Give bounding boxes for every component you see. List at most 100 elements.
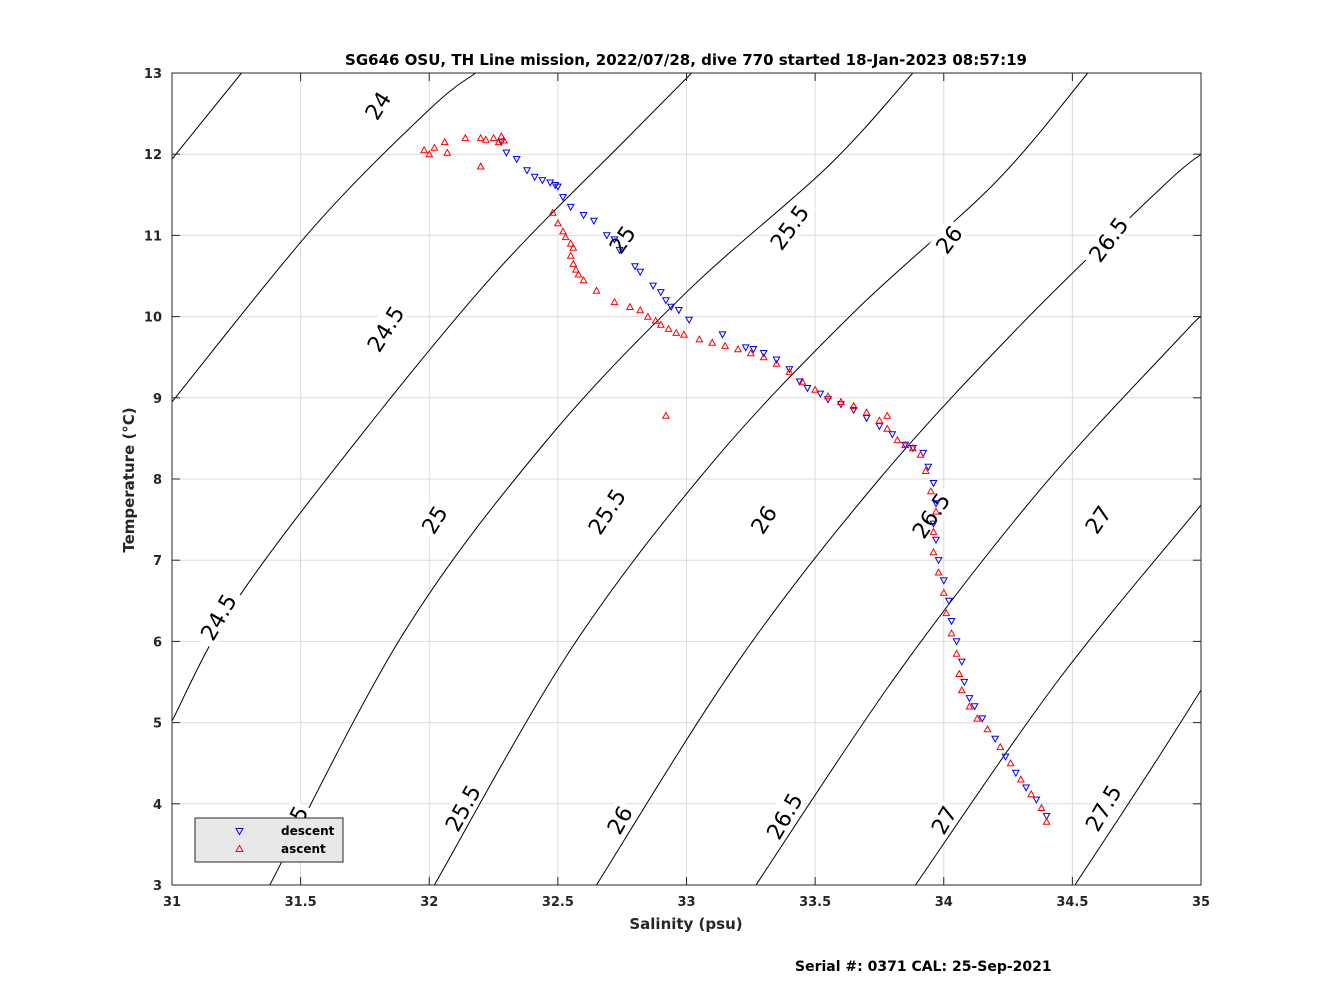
isopycnal-line-26-5 — [755, 316, 1201, 885]
ascent-point — [571, 265, 580, 273]
contour-label-knockout — [924, 798, 962, 841]
ascent-point — [656, 320, 665, 328]
y-tick-label: 11 — [144, 229, 162, 244]
ascent-point — [926, 486, 935, 495]
isopycnal-line-24-5 — [172, 73, 476, 403]
y-tick-label: 13 — [144, 67, 162, 82]
descent-point — [931, 500, 941, 508]
descent-point — [944, 597, 953, 606]
ascent-point — [849, 401, 858, 409]
y-tick-label: 3 — [153, 879, 162, 894]
ascent-point — [955, 669, 964, 677]
descent-point — [952, 638, 961, 646]
axis-ticks: 31 31.5 32 32.5 33 33.5 34 34.5 3534567891011121… — [144, 67, 1210, 910]
descent-point — [502, 149, 511, 157]
descent-point — [929, 520, 938, 528]
descent-point — [741, 344, 750, 352]
legend-ascent-marker-icon — [235, 844, 244, 852]
descent-point — [685, 316, 694, 325]
ascent-point — [636, 305, 645, 314]
descent-point — [656, 289, 665, 297]
descent-point — [579, 212, 588, 220]
y-tick-label: 9 — [153, 392, 162, 407]
y-tick-label: 8 — [153, 473, 162, 488]
contour-label-knockout — [758, 783, 809, 848]
ascent-point — [566, 239, 575, 247]
descent-point — [1032, 796, 1041, 804]
x-axis-label: Salinity (psu) — [629, 915, 742, 933]
isopycnal-line-24 — [172, 73, 242, 160]
contour-label-knockout — [1076, 775, 1128, 840]
ascent-point — [916, 450, 925, 458]
ascent-point — [592, 286, 601, 294]
ascent-point — [921, 466, 930, 474]
ascent-point — [579, 275, 588, 284]
descent-point — [538, 177, 547, 185]
ascent-point — [983, 724, 992, 733]
ascent-point — [811, 385, 820, 393]
descent-point — [649, 282, 658, 290]
descent-point — [931, 536, 941, 545]
descent-point — [1042, 812, 1051, 821]
contour-label-knockout — [1077, 498, 1117, 540]
descent-point — [785, 366, 794, 374]
descent-point — [530, 173, 539, 182]
legend-descent-marker-icon — [235, 828, 244, 836]
contour-label-knockout — [357, 84, 397, 126]
ascent-point — [569, 243, 578, 251]
isopycnal-contours — [172, 73, 1201, 885]
ascent-point — [883, 411, 892, 419]
ascent-point — [721, 341, 730, 349]
ascent-point — [1037, 803, 1046, 811]
contour-label-knockout — [928, 218, 968, 260]
ascent-point — [489, 133, 498, 142]
descent-point — [610, 236, 619, 244]
descent-point — [589, 217, 598, 226]
descent-point — [1022, 784, 1031, 792]
descent-point — [849, 406, 858, 415]
ascent-point — [934, 568, 943, 576]
ascent-point — [420, 145, 429, 154]
isopycnal-line-25-5 — [433, 73, 1089, 885]
ascent-point — [947, 629, 956, 637]
ascent-point — [569, 259, 578, 267]
descent-point — [630, 263, 640, 271]
descent-point — [970, 703, 979, 711]
ascent-point — [996, 742, 1005, 751]
ascent-point — [494, 137, 503, 146]
ascent-point — [875, 416, 884, 424]
ascent-point — [893, 435, 902, 444]
legend-ascent-label: ascent — [281, 842, 326, 856]
ascent-point — [679, 330, 688, 338]
descent-point — [674, 307, 683, 315]
legend: descent ascent — [194, 817, 344, 863]
descent-point — [661, 297, 670, 305]
ascent-point — [661, 411, 670, 419]
ascent-point — [929, 547, 938, 556]
chart-title: SG646 OSU, TH Line mission, 2022/07/28, … — [345, 51, 1027, 69]
ascent-point — [862, 408, 871, 416]
descent-point — [803, 385, 812, 393]
ascent-point — [746, 348, 755, 357]
y-tick-label: 10 — [144, 311, 162, 326]
ascent-point — [440, 137, 449, 146]
contour-label-knockout — [743, 498, 783, 540]
descent-point — [934, 557, 943, 565]
legend-box — [194, 817, 344, 863]
ascent-point — [973, 714, 982, 722]
isopycnal-line-27-5 — [1074, 689, 1201, 885]
descent-point — [965, 695, 974, 703]
descent-point — [939, 577, 948, 585]
ascent-point — [664, 324, 673, 332]
descent-point — [522, 167, 532, 175]
descent-point — [551, 182, 560, 190]
isopycnal-line-27 — [915, 504, 1201, 885]
ascent-point — [561, 232, 570, 241]
contour-label-knockout — [601, 218, 641, 260]
contour-label-knockout — [436, 775, 487, 840]
ascent-point — [610, 297, 619, 306]
x-tick-label: 32 — [420, 895, 438, 910]
descent-point — [816, 390, 825, 398]
ascent-point — [574, 270, 583, 278]
descent-point — [749, 346, 758, 354]
